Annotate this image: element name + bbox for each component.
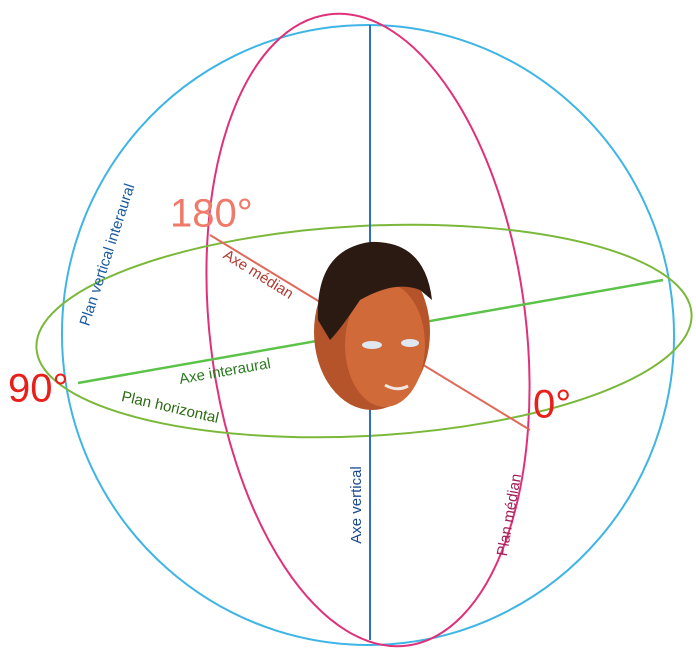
label-180: 180°: [170, 192, 253, 236]
median-plane: [205, 12, 531, 648]
head: [314, 241, 432, 410]
label-axe-interaural: Axe interaural: [178, 355, 272, 388]
label-plan-horizontal: Plan horizontal: [120, 388, 221, 427]
label-axe-median: Axe médian: [220, 246, 296, 302]
label-90: 90°: [8, 367, 69, 411]
label-plan-median: Plan médian: [494, 472, 525, 557]
label-0: 0°: [533, 383, 571, 427]
label-axe-vertical: Axe vertical: [348, 466, 365, 544]
interaural-plane: [60, 24, 676, 646]
label-plan-vertical-interaural: Plan vertical interaural: [76, 182, 138, 328]
